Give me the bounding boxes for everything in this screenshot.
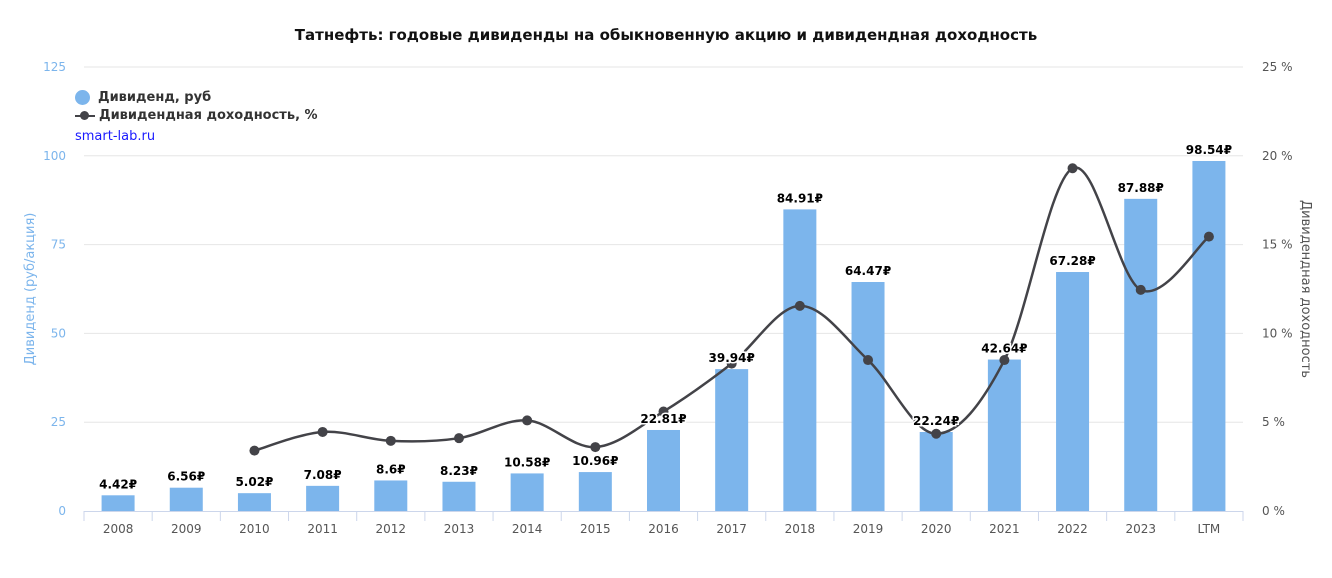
legend-item-yield[interactable]: Дивидендная доходность, %	[75, 106, 318, 124]
bar-data-label: 7.08₽	[304, 468, 342, 482]
y2-tick-label: 20 %	[1262, 149, 1293, 163]
y2-axis-title: Дивидендная доходность	[1298, 200, 1313, 378]
bar	[647, 429, 680, 511]
legend-dot-icon	[75, 89, 90, 105]
bar	[1192, 160, 1226, 512]
bar-data-label: 6.56₽	[167, 470, 205, 484]
legend-line-icon	[75, 108, 95, 123]
x-tick-label: 2014	[512, 522, 543, 536]
x-tick-label: 2010	[239, 522, 270, 536]
bar	[578, 472, 612, 511]
yield-point	[726, 358, 737, 369]
y-tick-label: 0	[58, 504, 66, 518]
yield-point	[385, 435, 396, 446]
bar	[987, 359, 1021, 511]
bar-data-label: 8.6₽	[376, 462, 406, 476]
bar-data-label: 67.28₽	[1049, 254, 1095, 268]
yield-point	[999, 355, 1010, 366]
bar-data-label: 87.88₽	[1118, 181, 1164, 195]
bar	[919, 432, 953, 511]
y2-tick-label: 0 %	[1262, 504, 1285, 518]
x-tick-label: 2016	[648, 522, 679, 536]
yield-point	[317, 426, 328, 437]
x-tick-label: 2018	[785, 522, 816, 536]
x-tick-label: LTM	[1198, 522, 1221, 536]
yield-point	[1203, 231, 1214, 242]
y-tick-label: 50	[51, 326, 66, 340]
bar-data-label: 98.54₽	[1186, 143, 1232, 157]
bar	[442, 481, 476, 511]
y-tick-label: 125	[43, 60, 66, 74]
bar	[374, 480, 408, 511]
chart-title: Татнефть: годовые дивиденды на обыкновен…	[294, 26, 1038, 44]
yield-point	[1067, 163, 1078, 174]
yield-point	[522, 415, 533, 426]
bar-data-label: 8.23₽	[440, 464, 478, 478]
bar-data-label: 5.02₽	[235, 475, 273, 489]
yield-point	[658, 406, 669, 417]
bar	[1056, 272, 1090, 511]
x-tick-label: 2020	[921, 522, 952, 536]
y2-tick-label: 15 %	[1262, 238, 1293, 252]
bar	[237, 493, 271, 511]
yield-point	[590, 442, 601, 453]
yield-point	[1135, 284, 1146, 295]
bar	[715, 369, 749, 511]
x-tick-label: 2008	[103, 522, 134, 536]
x-tick-label: 2021	[989, 522, 1020, 536]
x-tick-label: 2022	[1057, 522, 1088, 536]
x-tick-label: 2012	[376, 522, 407, 536]
credit-link[interactable]: smart-lab.ru	[75, 129, 156, 144]
bar-data-label: 42.64₽	[981, 342, 1027, 356]
y2-tick-label: 5 %	[1262, 415, 1285, 429]
bar-data-label: 10.58₽	[504, 455, 550, 469]
bar-data-label: 64.47₽	[845, 264, 891, 278]
bar	[169, 487, 203, 511]
y-axis-title: Дивиденд (руб/акция)	[23, 213, 38, 366]
bar-data-label: 84.91₽	[777, 191, 823, 205]
y-tick-label: 25	[51, 415, 66, 429]
x-tick-label: 2013	[444, 522, 475, 536]
x-tick-label: 2019	[853, 522, 884, 536]
bar	[101, 495, 135, 511]
bar-data-label: 39.94₽	[709, 351, 755, 365]
y2-tick-label: 10 %	[1262, 326, 1293, 340]
x-tick-label: 2011	[307, 522, 338, 536]
y-tick-label: 75	[51, 238, 66, 252]
legend-label: Дивидендная доходность, %	[99, 107, 318, 123]
x-tick-label: 2023	[1125, 522, 1156, 536]
legend-label: Дивиденд, руб	[98, 89, 212, 105]
bar	[510, 473, 544, 511]
bar	[1124, 198, 1158, 512]
yield-point	[249, 445, 260, 456]
bar-data-label: 22.24₽	[913, 414, 959, 428]
y-tick-label: 100	[43, 149, 66, 163]
bar-data-label: 4.42₽	[99, 477, 137, 491]
x-tick-label: 2015	[580, 522, 611, 536]
yield-point	[794, 300, 805, 311]
x-tick-label: 2017	[716, 522, 747, 536]
bar-data-label: 10.96₽	[572, 454, 618, 468]
legend-item-dividend[interactable]: Дивиденд, руб	[75, 88, 318, 106]
bar	[851, 282, 885, 511]
y2-tick-label: 25 %	[1262, 60, 1293, 74]
x-tick-label: 2009	[171, 522, 202, 536]
yield-point	[863, 355, 874, 366]
legend: Дивиденд, руб Дивидендная доходность, %	[75, 88, 318, 124]
yield-point	[931, 428, 942, 439]
bar	[306, 485, 340, 511]
bar-data-label: 22.81₽	[640, 412, 686, 426]
yield-point	[453, 433, 464, 444]
bar	[783, 209, 817, 512]
